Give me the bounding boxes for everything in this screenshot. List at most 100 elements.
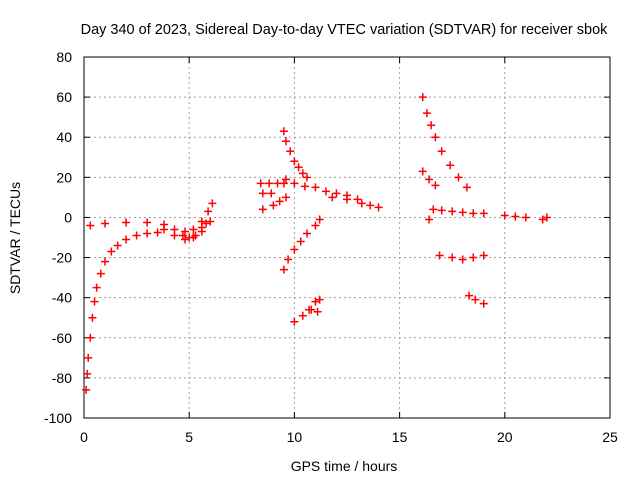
x-tick-label: 25 bbox=[602, 429, 618, 445]
data-point bbox=[143, 229, 152, 238]
data-point bbox=[448, 253, 457, 262]
y-tick-label: 60 bbox=[56, 89, 72, 105]
chart-title: Day 340 of 2023, Sidereal Day-to-day VTE… bbox=[81, 22, 609, 38]
series-arc-6 bbox=[258, 189, 276, 198]
series-arc-19 bbox=[465, 291, 488, 308]
data-point bbox=[431, 133, 440, 142]
data-point bbox=[279, 265, 288, 274]
data-point bbox=[82, 385, 91, 394]
data-point bbox=[427, 121, 436, 130]
data-point bbox=[311, 297, 320, 306]
data-point bbox=[374, 203, 383, 212]
data-point bbox=[458, 255, 467, 264]
data-point bbox=[315, 295, 324, 304]
data-point bbox=[122, 235, 131, 244]
data-point bbox=[204, 207, 213, 216]
series-arc-20 bbox=[500, 211, 530, 222]
data-point bbox=[189, 233, 198, 242]
y-tick-label: 0 bbox=[64, 209, 72, 225]
data-point bbox=[462, 183, 471, 192]
data-point bbox=[208, 199, 217, 208]
data-point bbox=[431, 181, 440, 190]
x-tick-label: 5 bbox=[185, 429, 193, 445]
y-tick-label: -20 bbox=[52, 250, 72, 266]
y-tick-label: 80 bbox=[56, 49, 72, 65]
data-point bbox=[437, 206, 446, 215]
y-tick-label: -40 bbox=[52, 290, 72, 306]
data-point bbox=[315, 215, 324, 224]
x-tick-labels: 0 5 10 15 20 25 bbox=[80, 429, 618, 445]
data-point bbox=[425, 215, 434, 224]
data-point bbox=[286, 147, 295, 156]
series-arc-3 bbox=[159, 217, 215, 244]
data-point bbox=[279, 127, 288, 136]
series-arc-16 bbox=[418, 167, 440, 190]
data-point bbox=[281, 137, 290, 146]
y-tick-label: -60 bbox=[52, 330, 72, 346]
data-points bbox=[82, 93, 551, 394]
data-point bbox=[479, 209, 488, 218]
data-point bbox=[202, 219, 211, 228]
data-point bbox=[437, 147, 446, 156]
data-point bbox=[90, 297, 99, 306]
data-point bbox=[469, 209, 478, 218]
data-point bbox=[321, 187, 330, 196]
data-point bbox=[143, 218, 152, 227]
x-tick-label: 15 bbox=[392, 429, 408, 445]
series-arc-21 bbox=[538, 213, 551, 224]
data-point bbox=[267, 189, 276, 198]
data-point bbox=[448, 207, 457, 216]
data-point bbox=[366, 201, 375, 210]
data-point bbox=[96, 269, 105, 278]
data-point bbox=[294, 163, 303, 172]
data-point bbox=[425, 175, 434, 184]
data-point bbox=[303, 173, 312, 182]
data-point bbox=[422, 109, 431, 118]
data-point bbox=[465, 291, 474, 300]
data-point bbox=[258, 189, 267, 198]
data-point bbox=[479, 251, 488, 260]
series-arc-2 bbox=[86, 218, 211, 242]
series-arc-15 bbox=[418, 93, 471, 192]
data-point bbox=[170, 231, 179, 240]
series-arc-18 bbox=[435, 251, 488, 264]
data-point bbox=[418, 167, 427, 176]
data-point bbox=[298, 169, 307, 178]
data-point bbox=[418, 93, 427, 102]
x-tick-label: 0 bbox=[80, 429, 88, 445]
data-point bbox=[206, 217, 215, 226]
data-point bbox=[290, 157, 299, 166]
data-point bbox=[180, 235, 189, 244]
data-point bbox=[92, 283, 101, 292]
data-point bbox=[542, 213, 551, 222]
y-tick-label: -80 bbox=[52, 370, 72, 386]
data-point bbox=[284, 255, 293, 264]
x-tick-label: 20 bbox=[497, 429, 513, 445]
series-arc-11 bbox=[328, 193, 383, 212]
data-point bbox=[290, 245, 299, 254]
series-arc-5 bbox=[256, 179, 288, 188]
data-point bbox=[132, 231, 141, 240]
data-point bbox=[435, 251, 444, 260]
data-point bbox=[300, 182, 309, 191]
y-tick-labels: -100 -80 -60 -40 -20 0 20 40 60 80 bbox=[44, 49, 72, 426]
data-point bbox=[471, 295, 480, 304]
series-arc-4 bbox=[180, 199, 217, 236]
series-arc-17 bbox=[425, 205, 488, 224]
data-point bbox=[269, 201, 278, 210]
data-point bbox=[178, 231, 187, 240]
data-point bbox=[113, 241, 122, 250]
data-point bbox=[521, 213, 530, 222]
data-point bbox=[479, 299, 488, 308]
data-point bbox=[500, 211, 509, 220]
data-point bbox=[153, 228, 162, 237]
data-point bbox=[281, 193, 290, 202]
series-arc-8 bbox=[279, 127, 312, 182]
data-point bbox=[275, 197, 284, 206]
data-point bbox=[189, 225, 198, 234]
data-point bbox=[86, 333, 95, 342]
data-point bbox=[454, 173, 463, 182]
y-tick-label: 20 bbox=[56, 169, 72, 185]
data-point bbox=[298, 311, 307, 320]
data-point bbox=[458, 208, 467, 217]
